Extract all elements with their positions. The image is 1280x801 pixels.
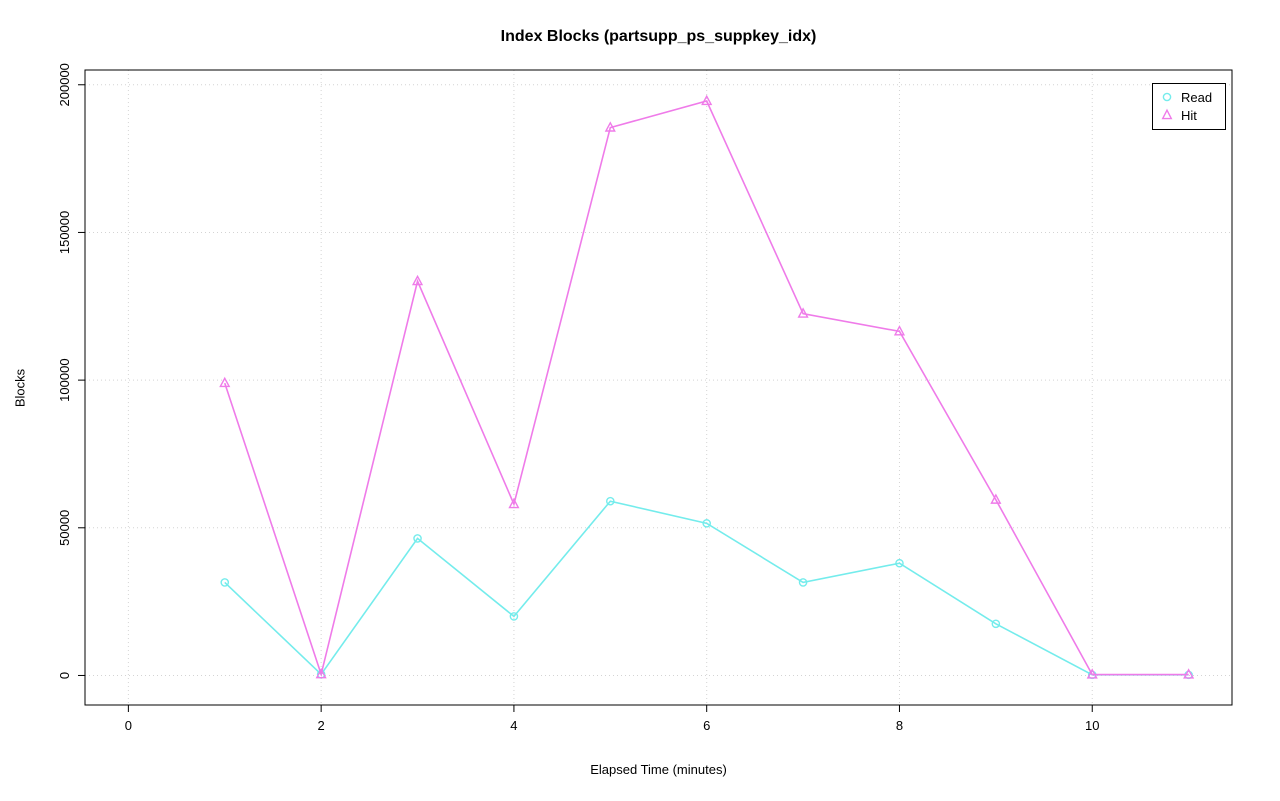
svg-text:8: 8 (896, 718, 903, 733)
svg-text:10: 10 (1085, 718, 1099, 733)
svg-text:0: 0 (57, 672, 72, 679)
svg-text:4: 4 (510, 718, 517, 733)
svg-text:200000: 200000 (57, 63, 72, 106)
legend-item-read: Read (1159, 88, 1219, 106)
legend-item-hit: Hit (1159, 106, 1219, 124)
svg-text:150000: 150000 (57, 211, 72, 254)
legend: Read Hit (1152, 83, 1226, 130)
circle-marker-icon (1162, 92, 1172, 102)
svg-text:6: 6 (703, 718, 710, 733)
legend-label-hit: Hit (1181, 107, 1197, 123)
x-axis-label: Elapsed Time (minutes) (590, 762, 727, 777)
triangle-marker-icon (1161, 108, 1173, 120)
svg-text:100000: 100000 (57, 358, 72, 401)
legend-label-read: Read (1181, 89, 1213, 105)
chart-title: Index Blocks (partsupp_ps_suppkey_idx) (500, 28, 817, 45)
svg-text:50000: 50000 (57, 510, 72, 546)
y-axis-label: Blocks (12, 368, 28, 408)
svg-text:2: 2 (318, 718, 325, 733)
svg-text:0: 0 (125, 718, 132, 733)
